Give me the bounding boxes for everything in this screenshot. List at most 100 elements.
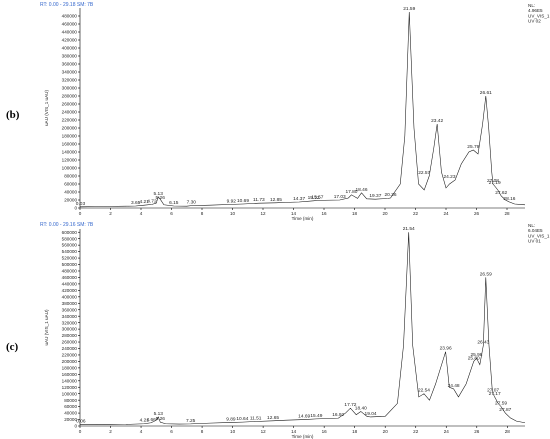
x-tick-label: 16 xyxy=(321,211,327,216)
peak-label: 0.06 xyxy=(76,419,86,425)
x-tick-label: 24 xyxy=(443,211,449,216)
y-tick-label: 260000 xyxy=(62,102,78,107)
x-tick-label: 14 xyxy=(291,211,297,216)
peak-label: 17.80 xyxy=(345,189,357,195)
y-tick-label: 260000 xyxy=(62,340,78,345)
peak-label: 15.32 xyxy=(308,195,320,201)
peak-label: 22.57 xyxy=(418,170,430,176)
x-tick-label: 28 xyxy=(505,429,511,434)
peak-label: 27.87 xyxy=(499,407,511,413)
header-info-line: 4.96E5 xyxy=(528,8,543,13)
y-axis-label: uAU (VIS_1 uAU) xyxy=(44,90,49,126)
peak-label: 27.59 xyxy=(495,401,507,407)
x-tick-label: 0 xyxy=(79,211,82,216)
peak-label: 27.19 xyxy=(489,180,501,186)
chromatogram-trace xyxy=(80,232,526,425)
y-tick-label: 320000 xyxy=(62,320,78,325)
x-tick-label: 6 xyxy=(170,429,173,434)
y-tick-label: 460000 xyxy=(62,22,78,27)
x-tick-label: 6 xyxy=(170,211,173,216)
y-tick-label: 60000 xyxy=(64,182,77,187)
peak-label: 5.13 xyxy=(154,191,164,197)
x-tick-label: 12 xyxy=(261,429,267,434)
y-tick-label: 440000 xyxy=(62,30,78,35)
y-tick-label: 140000 xyxy=(62,150,78,155)
header-info-line: UV_VIS_1 xyxy=(528,13,550,18)
peak-label: 7.25 xyxy=(186,418,196,424)
y-tick-label: 180000 xyxy=(62,134,78,139)
header-info-line: NL: xyxy=(528,223,535,228)
peak-label: 16.92 xyxy=(332,412,344,418)
x-tick-label: 18 xyxy=(352,211,358,216)
peak-label: 4.72 xyxy=(147,198,157,204)
x-tick-label: 22 xyxy=(413,211,419,216)
y-tick-label: 520000 xyxy=(62,256,78,261)
peak-label: 25.79 xyxy=(467,144,479,150)
y-tick-label: 340000 xyxy=(62,314,78,319)
peak-label: 9.92 xyxy=(227,198,237,204)
y-tick-label: 0 xyxy=(74,206,77,211)
peak-label: 3.65 xyxy=(131,200,141,206)
peak-label: 19.37 xyxy=(369,193,381,199)
y-tick-label: 120000 xyxy=(62,158,78,163)
peak-label: 27.62 xyxy=(495,190,507,196)
peak-label: 4.21 xyxy=(140,418,150,424)
peak-label: 10.64 xyxy=(236,416,248,422)
header-info-line: UV 01 xyxy=(528,239,541,244)
panel-label: (b) xyxy=(6,109,20,121)
y-tick-label: 460000 xyxy=(62,275,78,280)
header-range-label: RT: 0.00 - 29.18 SM: 7B xyxy=(40,2,94,8)
y-tick-label: 20000 xyxy=(64,198,77,203)
peak-label: 12.85 xyxy=(270,197,282,203)
peak-label: 15.57 xyxy=(311,194,323,200)
y-tick-label: 200000 xyxy=(62,126,78,131)
peak-label: 11.51 xyxy=(250,415,262,421)
x-tick-label: 12 xyxy=(260,211,266,216)
peak-label: 5.26 xyxy=(156,195,166,201)
y-tick-label: 280000 xyxy=(62,94,78,99)
peak-label: 19.04 xyxy=(365,411,377,417)
x-tick-label: 20 xyxy=(382,211,388,216)
peak-label: 21.59 xyxy=(403,6,415,12)
peak-label: 28.16 xyxy=(503,196,515,202)
x-tick-label: 26 xyxy=(474,429,480,434)
y-tick-label: 240000 xyxy=(62,346,78,351)
x-tick-label: 10 xyxy=(230,211,236,216)
y-tick-label: 420000 xyxy=(62,288,78,293)
x-tick-label: 18 xyxy=(352,429,358,434)
y-tick-label: 160000 xyxy=(62,142,78,147)
x-tick-label: 10 xyxy=(230,429,236,434)
y-tick-label: 100000 xyxy=(62,166,78,171)
y-tick-label: 0 xyxy=(74,424,77,429)
y-tick-label: 580000 xyxy=(62,236,78,241)
peak-label: 0.03 xyxy=(76,201,86,207)
x-tick-label: 8 xyxy=(201,211,204,216)
peak-label: 5.13 xyxy=(154,411,164,417)
y-tick-label: 540000 xyxy=(62,249,78,254)
x-tick-label: 26 xyxy=(474,211,480,216)
chromatogram-trace xyxy=(80,11,526,208)
y-tick-label: 300000 xyxy=(62,86,78,91)
peak-label: 25.80 xyxy=(468,355,480,361)
peak-label: 14.69 xyxy=(298,414,310,420)
chromatogram-panel-b: (b) RT: 0.00 - 29.18 SM: 7B NL:4.96E5UV_VI… xyxy=(6,2,550,221)
y-tick-label: 420000 xyxy=(62,38,78,43)
peak-label: 23.96 xyxy=(440,346,452,352)
y-tick-label: 340000 xyxy=(62,70,78,75)
chromatogram-panel-c: (c) RT: 0.00 - 29.16 SM: 7B NL:6.04E5UV_VI… xyxy=(6,222,550,439)
y-tick-label: 400000 xyxy=(62,294,78,299)
y-tick-label: 60000 xyxy=(64,404,77,409)
peak-label: 4.21 xyxy=(140,199,150,205)
x-tick-label: 20 xyxy=(383,429,389,434)
y-tick-label: 120000 xyxy=(62,385,78,390)
peak-label: 18.40 xyxy=(355,405,367,411)
peak-label: 25.98 xyxy=(470,352,482,358)
y-tick-label: 380000 xyxy=(62,54,78,59)
peak-label: 27.07 xyxy=(487,388,499,394)
peak-label: 9.89 xyxy=(226,416,236,422)
y-tick-label: 80000 xyxy=(64,174,77,179)
x-tick-label: 8 xyxy=(201,429,204,434)
x-axis-label: Time (min) xyxy=(292,434,314,439)
y-tick-label: 220000 xyxy=(62,118,78,123)
y-tick-label: 320000 xyxy=(62,78,78,83)
